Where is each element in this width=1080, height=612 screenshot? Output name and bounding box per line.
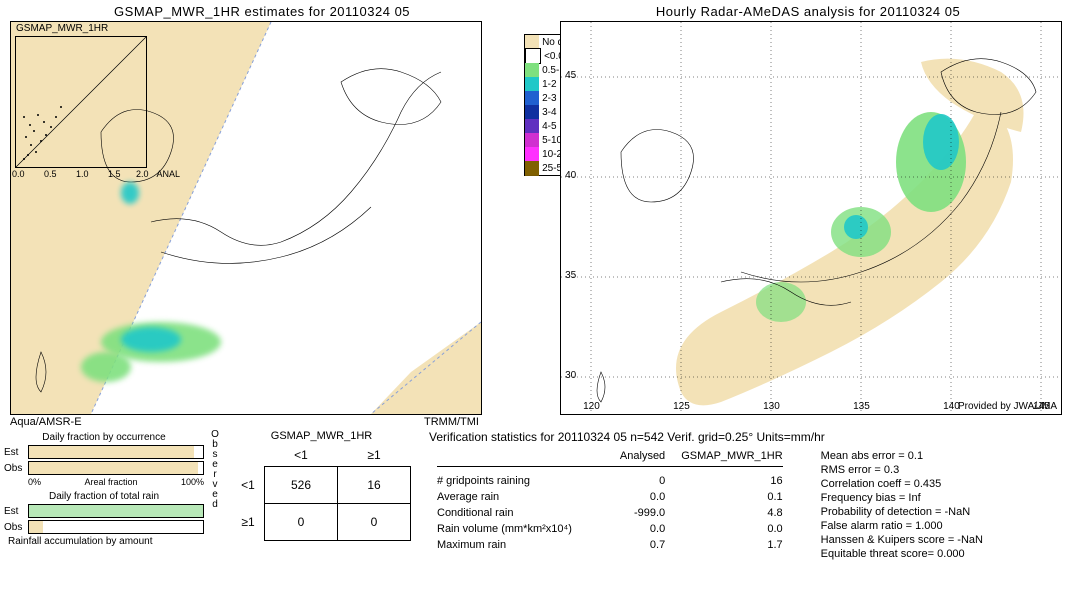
frac-axis-m: Areal fraction: [84, 477, 137, 487]
ct-cell: 526: [265, 467, 338, 504]
frac-bar-est-rain: [28, 504, 204, 518]
ct-row2: ≥1: [232, 504, 265, 541]
left-bl-label: Aqua/AMSR-E: [10, 416, 82, 428]
score-line: Mean abs error = 0.1: [821, 450, 983, 462]
ct-col1: <1: [265, 444, 338, 467]
verif-table: AnalysedGSMAP_MWR_1HR # gridpoints raini…: [429, 448, 791, 553]
rain-blob: [121, 327, 181, 352]
frac-label: Obs: [4, 463, 28, 474]
verif-metric: Maximum rain: [429, 537, 612, 553]
inset-xtick: 2.0: [136, 169, 149, 179]
score-line: Frequency bias = Inf: [821, 492, 983, 504]
verif-val-b: 16: [673, 473, 790, 489]
verif-val-b: 0.0: [673, 521, 790, 537]
ytick: 35: [565, 270, 576, 281]
verif-metric: Conditional rain: [429, 505, 612, 521]
verif-val-b: 0.1: [673, 489, 790, 505]
left-map: GSMAP_MWR_1HR 2.0 1.5 1.0 0.5 0.0 0.: [10, 21, 482, 415]
inset-ytick: 1.0: [10, 97, 11, 107]
inset-ytick: 2.0: [10, 33, 11, 43]
ytick: 30: [565, 370, 576, 381]
verif-val-a: 0.0: [612, 489, 673, 505]
inset-scatter: GSMAP_MWR_1HR 2.0 1.5 1.0 0.5 0.0 0.: [15, 36, 147, 168]
contingency-panel: GSMAP_MWR_1HR <1≥1 <1 526 16 ≥1 0 0: [232, 430, 411, 562]
frac-bar-obs-occ: [28, 461, 204, 475]
right-svg: [561, 22, 1061, 414]
right-map-panel: Hourly Radar-AMeDAS analysis for 2011032…: [540, 4, 1076, 424]
inset-svg: [16, 37, 146, 167]
score-line: Probability of detection = -NaN: [821, 506, 983, 518]
stats-panel: Verification statistics for 20110324 05 …: [429, 430, 1076, 562]
contingency-table: <1≥1 <1 526 16 ≥1 0 0: [232, 444, 411, 541]
scores-list: Mean abs error = 0.1 RMS error = 0.3 Corre…: [821, 448, 983, 562]
left-br-label: TRMM/TMI: [424, 416, 479, 428]
frac-label: Est: [4, 447, 28, 458]
frac-bar-est-occ: [28, 445, 204, 459]
frac-bar-obs-rain: [28, 520, 204, 534]
verif-val-a: 0.7: [612, 537, 673, 553]
xtick: 120: [583, 401, 600, 412]
right-br-label: Provided by JWA/JMA: [958, 401, 1057, 412]
frac-occ-title: Daily fraction by occurrence: [4, 432, 204, 443]
ct-row1: <1: [232, 467, 265, 504]
contingency-title: GSMAP_MWR_1HR: [232, 430, 411, 442]
inset-xtick: 1.0: [76, 169, 89, 179]
frac-axis-l: 0%: [28, 477, 41, 487]
inset-title: GSMAP_MWR_1HR: [16, 23, 108, 34]
observed-vertical-label: Observed: [208, 430, 222, 562]
score-line: Hanssen & Kuipers score = -NaN: [821, 534, 983, 546]
score-line: Correlation coeff = 0.435: [821, 478, 983, 490]
right-map-title: Hourly Radar-AMeDAS analysis for 2011032…: [540, 4, 1076, 19]
score-line: False alarm ratio = 1.000: [821, 520, 983, 532]
verif-col1: Analysed: [612, 448, 673, 464]
inset-ytick: 0.0: [10, 159, 11, 169]
verif-val-a: 0.0: [612, 521, 673, 537]
score-line: Equitable threat score= 0.000: [821, 548, 983, 560]
xtick: 125: [673, 401, 690, 412]
top-row: GSMAP_MWR_1HR estimates for 20110324 05: [4, 4, 1076, 424]
fractions-panel: Daily fraction by occurrence Est Obs 0% …: [4, 430, 204, 562]
inset-xtick: 0.5: [44, 169, 57, 179]
left-map-title: GSMAP_MWR_1HR estimates for 20110324 05: [4, 4, 520, 19]
rain-blob: [81, 352, 131, 382]
inset-xtick: 0.0: [12, 169, 25, 179]
verif-col2: GSMAP_MWR_1HR: [673, 448, 790, 464]
right-map: 45 40 35 30 120 125 130 135 140 145 Prov…: [560, 21, 1062, 415]
score-line: RMS error = 0.3: [821, 464, 983, 476]
bottom-section: Daily fraction by occurrence Est Obs 0% …: [4, 430, 1076, 562]
verif-val-b: 1.7: [673, 537, 790, 553]
inset-xtick: 1.5: [108, 169, 121, 179]
xtick: 135: [853, 401, 870, 412]
ct-col2: ≥1: [338, 444, 411, 467]
frac-accum-title: Rainfall accumulation by amount: [8, 536, 204, 547]
ytick: 45: [565, 70, 576, 81]
inset-ytick: 1.5: [10, 65, 11, 75]
ytick: 40: [565, 170, 576, 181]
verif-metric: # gridpoints raining: [429, 473, 612, 489]
ct-cell: 0: [265, 504, 338, 541]
ct-cell: 16: [338, 467, 411, 504]
frac-label: Est: [4, 506, 28, 517]
rain-blob: [121, 182, 139, 204]
verif-val-b: 4.8: [673, 505, 790, 521]
ct-cell: 0: [338, 504, 411, 541]
inset-ytick: 0.5: [10, 129, 11, 139]
left-map-panel: GSMAP_MWR_1HR estimates for 20110324 05: [4, 4, 520, 424]
frac-rain-title: Daily fraction of total rain: [4, 491, 204, 502]
frac-axis-r: 100%: [181, 477, 204, 487]
verif-title: Verification statistics for 20110324 05 …: [429, 430, 1076, 444]
verif-val-a: -999.0: [612, 505, 673, 521]
inset-anal-label: ANAL: [156, 169, 180, 179]
frac-label: Obs: [4, 522, 28, 533]
xtick: 130: [763, 401, 780, 412]
verif-metric: Rain volume (mm*km²x10⁴): [429, 521, 612, 537]
verif-metric: Average rain: [429, 489, 612, 505]
verif-val-a: 0: [612, 473, 673, 489]
